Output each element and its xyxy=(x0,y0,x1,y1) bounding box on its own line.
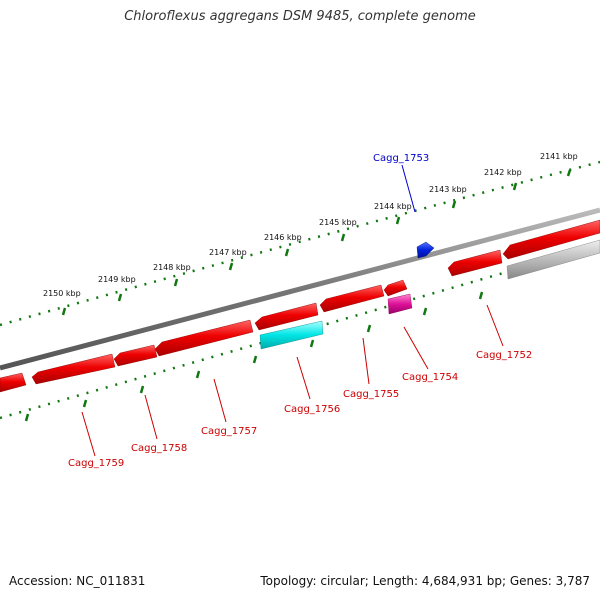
gene-feature-cagg-1759[interactable] xyxy=(31,353,116,385)
leader-cagg-1755 xyxy=(362,337,370,385)
inner-tick-f xyxy=(252,355,258,364)
feature-gray[interactable] xyxy=(506,239,600,280)
ruler-labels: 2141 kbp 2142 kbp 2143 kbp 2144 kbp 2145… xyxy=(43,152,578,298)
topology-text: Topology: circular; Length: 4,684,931 bp… xyxy=(260,574,590,588)
ruler-label-2147: 2147 kbp xyxy=(209,248,247,257)
gene-feature-cagg-1753[interactable] xyxy=(416,241,435,259)
gene-label-cagg-1753[interactable]: Cagg_1753 xyxy=(373,153,429,164)
tick-2147 xyxy=(228,262,234,271)
gene-feature-left[interactable] xyxy=(0,372,27,393)
ruler-label-2145: 2145 kbp xyxy=(319,218,357,227)
gene-label-cagg-1756[interactable]: Cagg_1756 xyxy=(284,404,340,415)
gene-feature-cagg-1755[interactable] xyxy=(319,284,385,313)
inner-tick-e xyxy=(309,339,315,348)
ruler-label-2141: 2141 kbp xyxy=(540,152,578,161)
leader-cagg-1752 xyxy=(486,304,504,347)
tick-2142 xyxy=(512,182,518,191)
gene-label-cagg-1758[interactable]: Cagg_1758 xyxy=(131,443,187,454)
inner-tick-c xyxy=(422,307,428,316)
gene-feature-a[interactable] xyxy=(502,219,600,260)
major-ticks-inner xyxy=(24,261,539,422)
feature-magenta[interactable] xyxy=(387,293,413,315)
accession-text: Accession: NC_011831 xyxy=(9,574,146,588)
map-title: Chloroflexus aggregans DSM 9485, complet… xyxy=(124,9,476,24)
leader-cagg-1753 xyxy=(401,164,416,213)
gene-label-cagg-1757[interactable]: Cagg_1757 xyxy=(201,426,257,437)
leader-cagg-1757 xyxy=(213,378,227,423)
gene-label-cagg-1755[interactable]: Cagg_1755 xyxy=(343,389,399,400)
inner-tick-d xyxy=(366,324,372,333)
ruler-label-2146: 2146 kbp xyxy=(264,233,302,242)
label-leaders xyxy=(81,164,504,457)
tick-2148 xyxy=(173,278,179,287)
tick-2141 xyxy=(566,169,572,177)
tick-2144 xyxy=(395,216,401,225)
gene-label-cagg-1752[interactable]: Cagg_1752 xyxy=(476,350,532,361)
tick-2150 xyxy=(61,307,67,316)
inner-tick-h xyxy=(139,385,145,394)
inner-tick-j xyxy=(24,413,30,422)
outer-ruler xyxy=(0,160,600,327)
leader-cagg-1759 xyxy=(81,411,96,457)
ruler-label-2148: 2148 kbp xyxy=(153,263,191,272)
gene-feature-cagg-1758[interactable] xyxy=(113,344,158,367)
major-ticks xyxy=(61,169,572,316)
tick-2145 xyxy=(340,233,346,242)
gene-features xyxy=(0,219,600,393)
tick-2146 xyxy=(284,248,290,257)
gene-feature-small[interactable] xyxy=(383,279,408,297)
feature-cyan[interactable] xyxy=(259,320,324,350)
ruler-label-2150: 2150 kbp xyxy=(43,289,81,298)
gene-labels: Cagg_1753 Cagg_1752 Cagg_1754 Cagg_1755 … xyxy=(68,153,532,469)
gene-feature-cagg-1756[interactable] xyxy=(254,302,319,331)
ruler-label-2149: 2149 kbp xyxy=(98,275,136,284)
leader-cagg-1756 xyxy=(296,356,311,400)
inner-tick-g xyxy=(195,370,201,379)
tick-2143 xyxy=(451,200,457,209)
leader-cagg-1758 xyxy=(144,394,158,440)
tick-2149 xyxy=(117,293,123,302)
gene-label-cagg-1754[interactable]: Cagg_1754 xyxy=(402,372,458,383)
inner-tick-b xyxy=(478,291,484,300)
ruler-label-2143: 2143 kbp xyxy=(429,185,467,194)
gene-feature-cagg-1757[interactable] xyxy=(154,319,254,357)
inner-tick-i xyxy=(82,399,88,408)
gene-label-cagg-1759[interactable]: Cagg_1759 xyxy=(68,458,124,469)
ruler-label-2144: 2144 kbp xyxy=(374,202,412,211)
gene-feature-cagg-1752[interactable] xyxy=(447,249,503,277)
leader-cagg-1754 xyxy=(403,326,429,370)
genome-backbone xyxy=(0,207,600,371)
ruler-label-2142: 2142 kbp xyxy=(484,168,522,177)
